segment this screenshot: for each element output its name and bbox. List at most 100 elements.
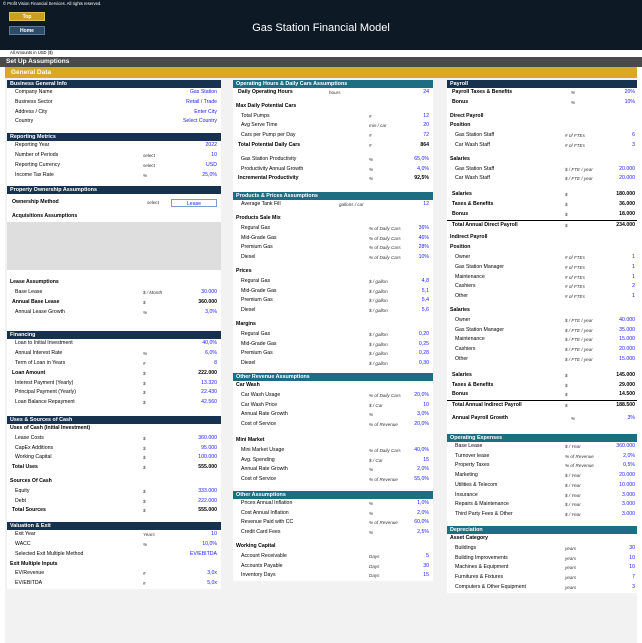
row-value[interactable]: 20 [423, 122, 429, 129]
row-value[interactable]: 20.000 [619, 346, 635, 353]
row-value[interactable]: 12 [423, 112, 429, 119]
row-value[interactable]: 10 [423, 401, 429, 408]
row-value[interactable]: 2,0% [417, 466, 429, 473]
row-value[interactable]: 360.000 [198, 434, 217, 441]
top-button[interactable]: Top [9, 12, 45, 21]
row-value[interactable]: 15.000 [619, 336, 635, 343]
row-value[interactable]: 2,5% [417, 529, 429, 536]
row-value[interactable]: 30 [629, 544, 635, 551]
row-value[interactable]: 0,20 [418, 330, 429, 337]
row-value[interactable]: 20.000 [619, 175, 635, 182]
row-value[interactable]: 3.000 [622, 501, 635, 508]
row-value[interactable]: 10.000 [619, 481, 635, 488]
ownership-method-select[interactable]: Lease [171, 199, 217, 208]
row-value[interactable]: 10 [629, 554, 635, 561]
row-value[interactable]: 30.000 [201, 288, 217, 295]
row-value[interactable]: Enter City [194, 108, 217, 115]
row-value[interactable]: 72 [423, 132, 429, 139]
row-value[interactable]: 10 [629, 564, 635, 571]
row-value[interactable]: 100.000 [198, 454, 217, 461]
row-value[interactable]: 10% [418, 254, 429, 261]
row-value[interactable]: 42.560 [201, 399, 217, 406]
row-value[interactable]: 46% [418, 234, 429, 241]
row-value[interactable]: 3 [632, 584, 635, 591]
row-value[interactable]: 1 [632, 263, 635, 270]
row-value[interactable]: 4,8 [421, 277, 429, 284]
opex-rows-row: Property Taxes % of Revenue 0,5% [447, 461, 637, 471]
tank-fill-value[interactable]: 12 [423, 201, 429, 208]
row-value[interactable]: 65,0% [414, 155, 429, 162]
row-value[interactable]: 36% [418, 224, 429, 231]
payroll-taxes-value[interactable]: 20% [624, 89, 635, 95]
row-label: Number of Periods [15, 151, 59, 158]
row-value[interactable]: 3,0% [417, 411, 429, 418]
row-value[interactable]: 3.000 [622, 511, 635, 518]
row-value[interactable]: Gas Station [189, 89, 217, 95]
row-value[interactable]: 5,0x [207, 580, 217, 587]
row-value[interactable]: 13.320 [201, 379, 217, 386]
row-value[interactable]: 1 [632, 293, 635, 300]
row-value[interactable]: 2,0% [417, 509, 429, 516]
row-value[interactable]: 0,25 [418, 340, 429, 347]
row-value[interactable]: 15.000 [619, 355, 635, 362]
lease-rows-row: Annual Base Lease $360.000 [7, 298, 221, 308]
row-value[interactable]: 95.000 [201, 444, 217, 451]
row-value[interactable]: 3,0% [205, 308, 217, 315]
row-value[interactable]: 1,0% [417, 499, 429, 506]
row-value[interactable]: 40,0% [202, 340, 217, 347]
row-value[interactable]: 10,0% [202, 540, 217, 547]
row-value[interactable]: 20,0% [414, 421, 429, 428]
mini-market-title: Mini Market [236, 436, 265, 443]
row-value[interactable]: 5,4 [421, 297, 429, 304]
row-value[interactable]: 20.000 [619, 165, 635, 172]
row-value[interactable]: 1 [632, 273, 635, 280]
row-value[interactable]: 1 [632, 253, 635, 260]
row-value[interactable]: 60,0% [414, 519, 429, 526]
row-value[interactable]: EV/EBITDA [189, 550, 217, 557]
row-value[interactable]: 20,0% [414, 391, 429, 398]
row-value[interactable]: 10 [211, 531, 217, 538]
row-value[interactable]: 40,0% [414, 446, 429, 453]
row-value[interactable]: 6 [632, 132, 635, 139]
row-value[interactable]: 28% [418, 244, 429, 251]
row-value[interactable]: 8 [214, 359, 217, 366]
row-value[interactable]: 4,0% [417, 165, 429, 172]
row-value[interactable]: USD [206, 161, 217, 168]
row-value[interactable]: 2022 [205, 142, 217, 149]
row-value[interactable]: 5 [426, 552, 429, 559]
row-value: 36.000 [619, 200, 635, 207]
row-value[interactable]: 3,0x [207, 570, 217, 577]
operating-hours-value[interactable]: 24 [423, 89, 429, 95]
row-value[interactable]: 333.000 [198, 487, 217, 494]
row-value[interactable]: 10 [211, 151, 217, 158]
row-value[interactable]: 40.000 [619, 316, 635, 323]
financing-rows-row: Annual Interest Rate% 6,0% [7, 349, 221, 359]
row-value[interactable]: 3 [632, 141, 635, 148]
payroll-bonus-value[interactable]: 10% [624, 98, 635, 105]
row-value[interactable]: 0,28 [418, 350, 429, 357]
row-value[interactable]: 2 [632, 283, 635, 290]
row-value[interactable]: 15 [423, 572, 429, 579]
row-value[interactable]: 20.000 [619, 472, 635, 479]
row-value[interactable]: 55,0% [414, 476, 429, 483]
row-value[interactable]: 3.000 [622, 491, 635, 498]
row-value[interactable]: 0,30 [418, 360, 429, 367]
row-value[interactable]: 222.000 [198, 497, 217, 504]
home-button[interactable]: Home [9, 26, 45, 35]
row-value[interactable]: Select Country [182, 118, 217, 125]
row-value[interactable]: 7 [632, 574, 635, 581]
row-value[interactable]: 35.000 [619, 326, 635, 333]
row-value[interactable]: 5,1 [421, 287, 429, 294]
row-value[interactable]: 360.000 [616, 442, 635, 449]
row-value[interactable]: 15 [423, 456, 429, 463]
row-value[interactable]: 6,0% [205, 350, 217, 357]
row-value[interactable]: 2,0% [623, 452, 635, 459]
row-value[interactable]: Retail / Trade [186, 98, 217, 105]
row-value[interactable]: 5,6 [421, 307, 429, 314]
row-value[interactable]: 30 [423, 562, 429, 569]
row-value[interactable]: 22.430 [201, 389, 217, 396]
row-value[interactable]: 0,5% [623, 462, 635, 469]
payroll-growth-value[interactable]: 3% [627, 414, 636, 421]
row-value[interactable]: 25,0% [202, 171, 217, 178]
other-rev-carwash-row: Car Wash Usage % of Daily Cars 20,0% [233, 391, 433, 401]
